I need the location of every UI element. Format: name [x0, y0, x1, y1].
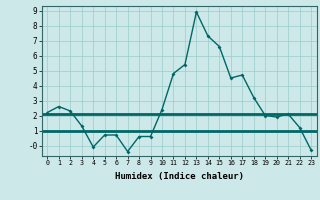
- X-axis label: Humidex (Indice chaleur): Humidex (Indice chaleur): [115, 172, 244, 181]
